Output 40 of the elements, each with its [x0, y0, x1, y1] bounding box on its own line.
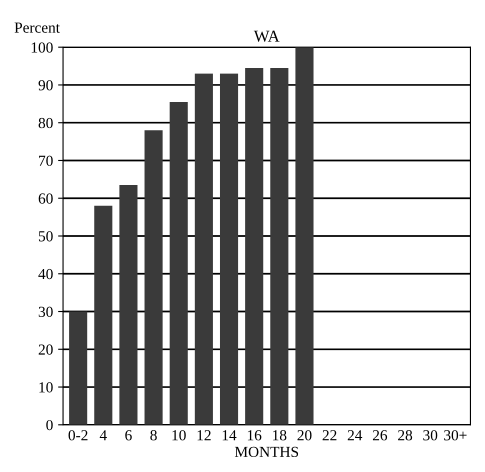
- y-tick-label: 50: [38, 231, 53, 242]
- x-tick-label: 30: [423, 430, 438, 440]
- x-tick-label: 18: [273, 430, 286, 440]
- bar: [94, 206, 112, 425]
- bar: [170, 102, 188, 425]
- x-tick-label: 22: [322, 430, 336, 440]
- y-tick-label: 10: [39, 382, 53, 392]
- y-tick-label: 60: [38, 193, 53, 204]
- x-tick-label: 10: [172, 430, 186, 440]
- bar: [270, 68, 288, 425]
- x-tick-label: 28: [398, 430, 412, 440]
- y-tick-label: 30: [38, 306, 53, 317]
- bar: [119, 185, 138, 425]
- x-tick-label: 12: [198, 430, 211, 440]
- x-tick-label: 24: [348, 430, 362, 440]
- x-tick-label: 4: [100, 430, 107, 440]
- x-tick-label: 8: [150, 430, 157, 440]
- y-tick-label: 80: [38, 118, 53, 128]
- x-tick-label: 6: [125, 430, 132, 440]
- bar: [194, 74, 213, 425]
- x-tick-label: 14: [222, 430, 236, 440]
- chart-title: WA: [254, 30, 280, 42]
- bar: [144, 130, 163, 425]
- x-tick-label: 16: [248, 430, 262, 440]
- y-tick-label: 70: [39, 156, 53, 166]
- y-axis-title: Percent: [14, 22, 60, 33]
- x-tick-label: 20: [298, 430, 312, 440]
- bar: [69, 312, 88, 425]
- y-tick-label: 90: [38, 80, 53, 90]
- y-tick-label: 40: [38, 268, 53, 280]
- y-tick-label: 0: [46, 420, 53, 430]
- bar: [245, 68, 264, 425]
- y-tick-label: 20: [38, 344, 53, 355]
- x-tick-label: 30+: [444, 430, 467, 440]
- x-tick-label: 26: [372, 430, 388, 440]
- x-axis-title: MONTHS: [234, 446, 298, 458]
- x-tick-label: 0-2: [68, 430, 88, 440]
- y-tick-label: 100: [32, 42, 53, 53]
- bar: [295, 47, 314, 425]
- bar: [220, 74, 238, 425]
